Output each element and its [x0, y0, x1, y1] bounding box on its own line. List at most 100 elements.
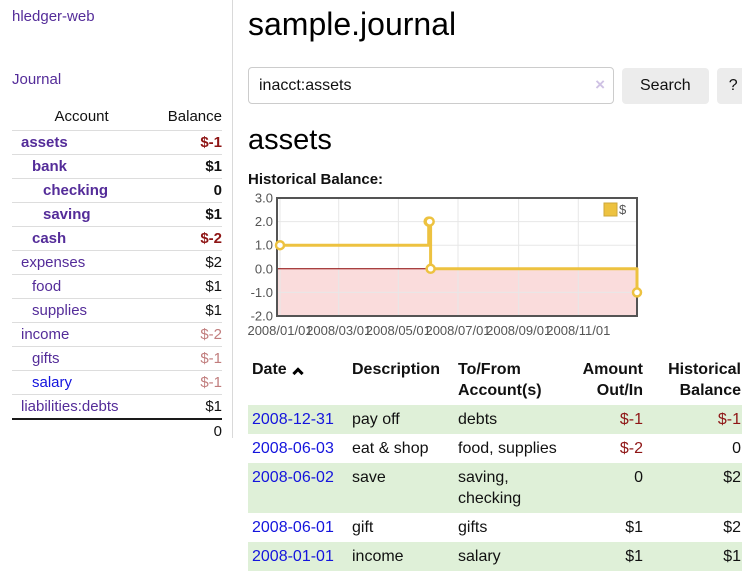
transaction-balance: 0	[732, 440, 741, 457]
balance-column-header: Historical Balance	[668, 361, 741, 399]
account-link-expenses[interactable]: expenses	[21, 254, 86, 271]
svg-text:2008/05/01: 2008/05/01	[366, 323, 431, 338]
sidebar: hledger-web Journal Account Balance asse…	[0, 0, 233, 443]
transaction-balance: $1	[723, 548, 741, 565]
account-heading: assets	[248, 124, 332, 156]
account-balance: $-1	[151, 346, 222, 371]
account-link-checking[interactable]: checking	[43, 182, 109, 199]
transaction-accounts: food, supplies	[458, 440, 557, 457]
transaction-row: 2008-06-03 eat & shop food, supplies $-2…	[248, 434, 742, 463]
transaction-row: 2008-06-01 gift gifts $1 $2	[248, 513, 742, 542]
account-column-header: Account	[54, 108, 109, 125]
account-row-salary: salary $-1	[12, 370, 222, 395]
page-title: sample.journal	[248, 6, 457, 42]
svg-text:-1.0: -1.0	[251, 285, 273, 300]
account-link-cash[interactable]: cash	[32, 230, 67, 247]
transaction-date-link[interactable]: 2008-06-03	[252, 440, 334, 457]
account-link-bank[interactable]: bank	[32, 158, 68, 175]
account-balance: $-2	[151, 322, 222, 347]
clear-search-icon[interactable]: ×	[595, 75, 605, 94]
account-balance: $1	[151, 274, 222, 299]
account-balance: 0	[151, 178, 222, 203]
accounts-total-row: 0	[12, 418, 222, 443]
historical-balance-chart: $3.0 2.0 1.0 0.0 -1.0 -2.02008/01/012008/03/0…	[247, 191, 643, 338]
description-column-header: Description	[352, 361, 441, 378]
transaction-amount: $-1	[619, 411, 643, 428]
transaction-description: gift	[352, 519, 374, 536]
account-row-saving: saving $1	[12, 202, 222, 227]
account-link-salary[interactable]: salary	[32, 374, 73, 391]
register-table: Date Description To/From Account(s) Amou…	[248, 354, 742, 571]
accounts-column-header: To/From Account(s)	[458, 361, 542, 399]
transaction-accounts: debts	[458, 411, 498, 428]
transaction-row: 2008-01-01 income salary $1 $1	[248, 542, 742, 571]
transaction-amount: $1	[625, 519, 643, 536]
account-link-saving[interactable]: saving	[43, 206, 91, 223]
search-help-button[interactable]: ?	[716, 67, 742, 104]
account-row-liabilities-debts: liabilities:debts $1	[12, 394, 222, 419]
transaction-accounts: saving, checking	[458, 469, 522, 507]
search-box: ×	[248, 67, 614, 104]
account-row-income: income $-2	[12, 322, 222, 347]
account-row-expenses: expenses $2	[12, 250, 222, 275]
account-link-income[interactable]: income	[21, 326, 70, 343]
transaction-balance: $2	[723, 469, 741, 486]
svg-text:2008/09/01: 2008/09/01	[486, 323, 551, 338]
transaction-row: 2008-06-02 save saving, checking 0 $2	[248, 463, 742, 513]
account-row-assets: assets $-1	[12, 130, 222, 155]
transaction-accounts: salary	[458, 548, 501, 565]
account-balance: $2	[151, 250, 222, 275]
balance-column-header: Balance	[167, 108, 222, 125]
account-link-assets[interactable]: assets	[21, 134, 68, 151]
account-balance: $1	[151, 394, 222, 419]
transaction-date-link[interactable]: 2008-12-31	[252, 411, 334, 428]
transaction-amount: 0	[634, 469, 643, 486]
transaction-accounts: gifts	[458, 519, 488, 536]
date-column-header[interactable]: Date	[248, 354, 348, 405]
transaction-description: eat & shop	[352, 440, 429, 457]
account-link-liabilities-debts[interactable]: liabilities:debts	[21, 398, 119, 415]
search-input[interactable]	[248, 67, 614, 104]
transaction-date-link[interactable]: 2008-06-01	[252, 519, 334, 536]
amount-column-header: Amount Out/In	[582, 361, 643, 399]
account-row-food: food $1	[12, 274, 222, 299]
search-button[interactable]: Search	[622, 67, 709, 104]
account-row-supplies: supplies $1	[12, 298, 222, 323]
transaction-description: save	[352, 469, 386, 486]
account-balance: $1	[151, 154, 222, 179]
transaction-amount: $-2	[619, 440, 643, 457]
account-link-food[interactable]: food	[32, 278, 62, 295]
transaction-balance: $2	[723, 519, 741, 536]
chart-title: Historical Balance:	[248, 171, 384, 188]
search-form: × Search ?	[248, 67, 742, 104]
account-balance: $-1	[151, 130, 222, 155]
svg-text:1.0: 1.0	[255, 238, 273, 253]
svg-text:2008/07/01: 2008/07/01	[425, 323, 490, 338]
main-content: sample.journal × Search ? assets Histori…	[233, 0, 742, 571]
transaction-date-link[interactable]: 2008-06-02	[252, 469, 334, 486]
chart-container: $3.0 2.0 1.0 0.0 -1.0 -2.0 2008/01/01 2008/03/0…	[247, 191, 742, 340]
sidebar-item-journal[interactable]: Journal	[12, 71, 62, 88]
svg-text:2008/11/01: 2008/11/01	[546, 323, 610, 338]
brand-link[interactable]: hledger-web	[12, 8, 95, 25]
account-link-supplies[interactable]: supplies	[32, 302, 88, 319]
sort-ascending-icon	[292, 367, 304, 379]
accounts-table-header: Account Balance	[12, 105, 222, 131]
transaction-amount: $1	[625, 548, 643, 565]
svg-text:-2.0: -2.0	[251, 309, 273, 324]
transaction-row: 2008-12-31 pay off debts $-1 $-1	[248, 405, 742, 434]
svg-text:0.0: 0.0	[255, 261, 273, 276]
svg-text:2008/01/01: 2008/01/01	[247, 323, 312, 338]
transaction-date-link[interactable]: 2008-01-01	[252, 548, 334, 565]
account-link-gifts[interactable]: gifts	[32, 350, 60, 367]
transaction-description: income	[352, 548, 404, 565]
transaction-description: pay off	[352, 411, 400, 428]
svg-text:2008/03/01: 2008/03/01	[306, 323, 371, 338]
accounts-total-balance: 0	[151, 418, 222, 443]
account-balance: $-1	[151, 370, 222, 395]
account-balance: $1	[151, 202, 222, 227]
account-row-cash: cash $-2	[12, 226, 222, 251]
account-row-gifts: gifts $-1	[12, 346, 222, 371]
account-balance: $-2	[151, 226, 222, 251]
